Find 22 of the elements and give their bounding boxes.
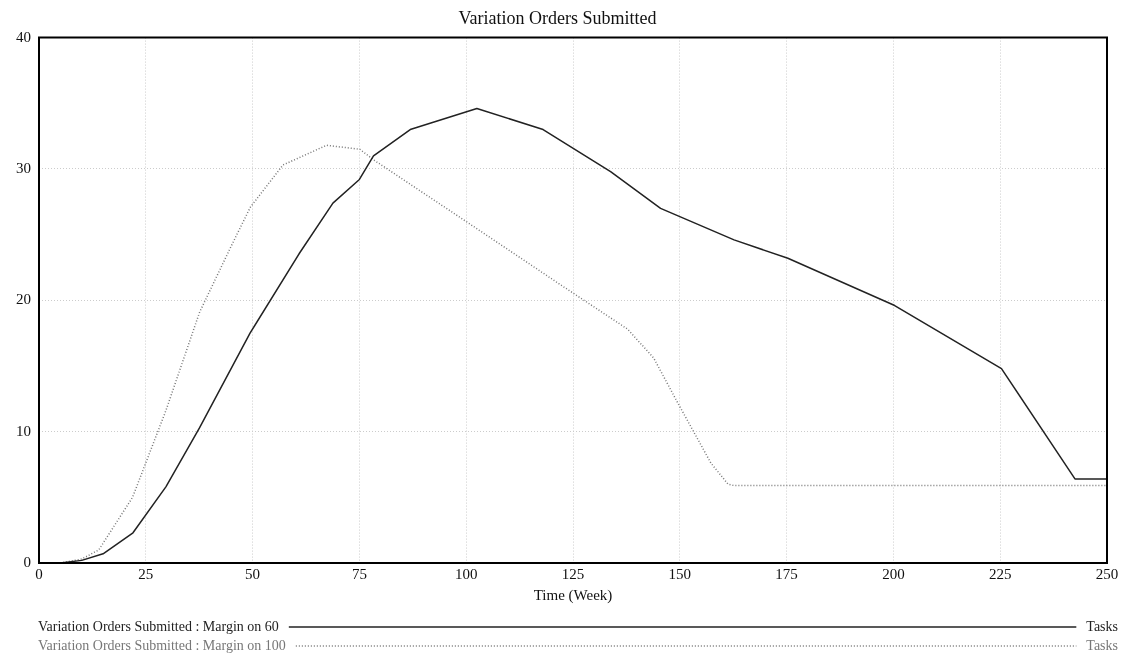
x-tick-label: 150 [668, 565, 692, 582]
text: Variation Orders Submitted : Margin on 60 [38, 618, 279, 634]
x-tick-label: 125 [561, 565, 585, 582]
x-tick-label: 225 [988, 565, 1012, 582]
x-tick-label: 25 [138, 565, 154, 582]
x-tick-label: 50 [245, 565, 261, 582]
text: Tasks [1086, 637, 1118, 653]
x-tick-label: 250 [1095, 565, 1119, 582]
x-tick-label: 0 [35, 565, 43, 582]
x-tick-label: 175 [775, 565, 798, 582]
x-tick-label: 200 [882, 565, 905, 582]
x-tick-label: 100 [454, 565, 478, 582]
text: Tasks [1086, 618, 1118, 634]
y-tick-label: 10 [16, 422, 31, 439]
y-tick-label: 40 [16, 28, 31, 45]
y-tick-label: 30 [16, 159, 31, 176]
chart-title: Variation Orders Submitted [458, 7, 657, 28]
y-tick-label: 0 [23, 553, 31, 570]
x-tick-label: 75 [351, 565, 367, 582]
x-axis-title: Time (Week) [533, 586, 613, 604]
text: Variation Orders Submitted : Margin on 100 [38, 637, 286, 653]
y-tick-label: 20 [16, 291, 31, 308]
